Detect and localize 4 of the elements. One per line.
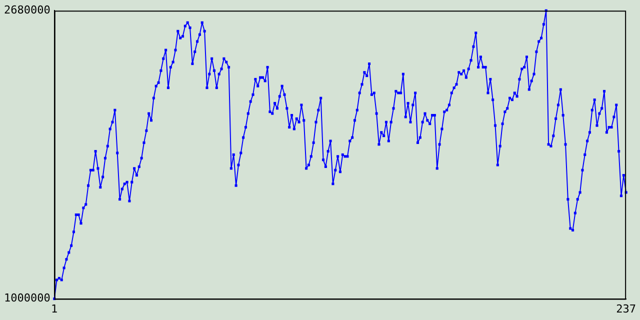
y-tick-label: 1000000 bbox=[4, 292, 50, 305]
y-tick-label: 2680000 bbox=[4, 3, 50, 16]
x-tick-label: 1 bbox=[51, 302, 58, 316]
x-tick-label: 237 bbox=[616, 302, 636, 316]
